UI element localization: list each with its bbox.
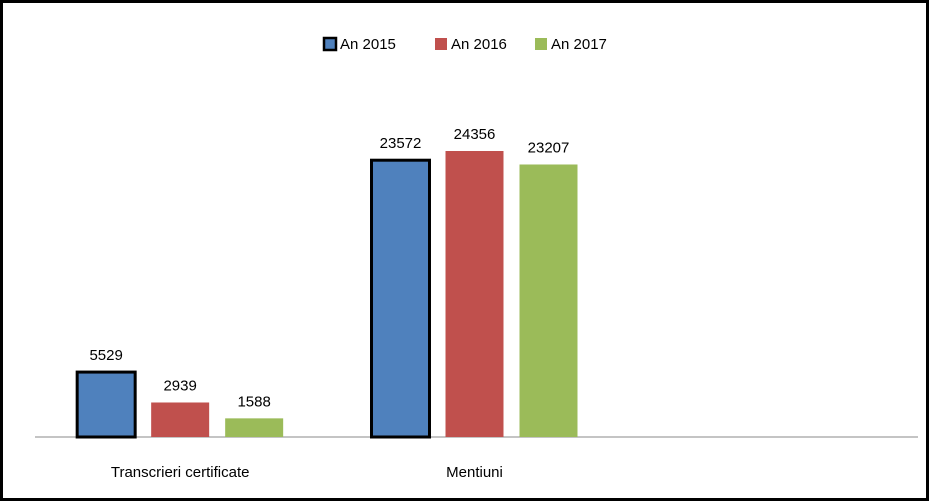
legend-swatch xyxy=(322,36,338,52)
legend-swatch xyxy=(535,38,547,50)
x-tick-label: Mentiuni xyxy=(446,464,503,481)
data-label: 2939 xyxy=(163,377,196,394)
x-tick-label: Transcrieri certificate xyxy=(111,464,250,481)
bar xyxy=(151,402,210,437)
legend-swatch xyxy=(435,38,447,50)
data-label: 23207 xyxy=(528,139,570,156)
bar xyxy=(445,151,504,437)
data-label: 24356 xyxy=(454,126,496,143)
legend-label: An 2015 xyxy=(340,36,396,53)
bar xyxy=(75,370,137,439)
data-label: 23572 xyxy=(380,135,422,152)
bar xyxy=(225,418,284,437)
legend-label: An 2016 xyxy=(451,36,507,53)
bar xyxy=(370,158,431,439)
data-label: 1588 xyxy=(237,393,270,410)
legend-label: An 2017 xyxy=(551,36,607,53)
bar xyxy=(519,164,578,437)
data-label: 5529 xyxy=(89,347,122,364)
